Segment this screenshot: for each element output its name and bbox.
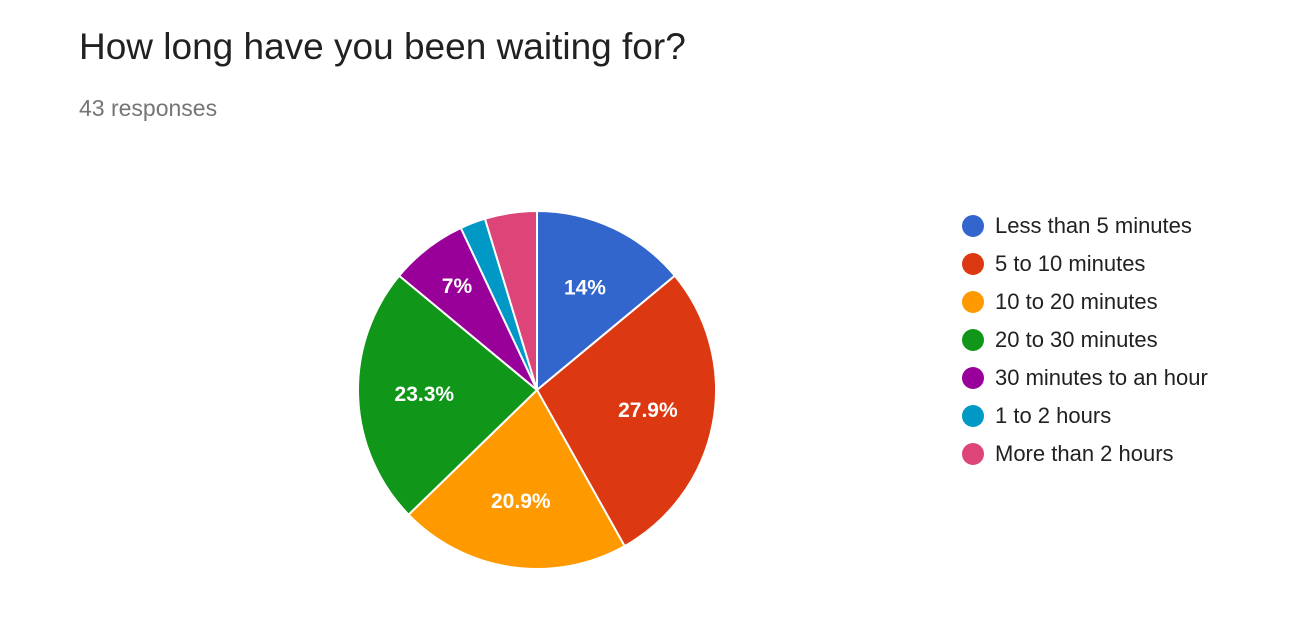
pie-data-label-30-minutes-to-an-hour: 7% xyxy=(442,275,473,298)
pie-data-label-20-to-30-minutes: 23.3% xyxy=(395,383,455,406)
legend-label: 5 to 10 minutes xyxy=(995,251,1146,276)
legend-label: 10 to 20 minutes xyxy=(995,289,1158,314)
response-count: 43 responses xyxy=(79,95,218,121)
legend-item-20-to-30-minutes: 20 to 30 minutes xyxy=(962,321,1208,359)
chart-title: How long have you been waiting for? xyxy=(79,26,686,67)
pie-data-label-10-to-20-minutes: 20.9% xyxy=(491,490,551,513)
pie-chart: 14% 27.9% 20.9% 23.3% 7% xyxy=(357,210,717,570)
legend-label: 30 minutes to an hour xyxy=(995,365,1208,390)
pie-slice-20-to-30-minutes xyxy=(357,274,538,516)
legend-swatch xyxy=(962,367,984,389)
pie-slice-more-than-2-hours xyxy=(483,210,538,391)
legend-swatch xyxy=(962,215,984,237)
pie-slice-10-to-20-minutes xyxy=(407,389,626,570)
legend-label: More than 2 hours xyxy=(995,441,1174,466)
legend-label: 20 to 30 minutes xyxy=(995,327,1158,352)
legend-swatch xyxy=(962,443,984,465)
legend-item-30-minutes-to-an-hour: 30 minutes to an hour xyxy=(962,359,1208,397)
legend-label: Less than 5 minutes xyxy=(995,213,1192,238)
pie-slice-5-to-10-minutes xyxy=(536,274,717,548)
pie-slice-less-than-5-minutes xyxy=(536,210,676,391)
pie-data-label-less-than-5-minutes: 14% xyxy=(564,276,606,299)
legend-item-1-to-2-hours: 1 to 2 hours xyxy=(962,397,1208,435)
legend-swatch xyxy=(962,291,984,313)
legend-item-more-than-2-hours: More than 2 hours xyxy=(962,435,1208,473)
chart-legend: Less than 5 minutes 5 to 10 minutes 10 to … xyxy=(962,207,1208,473)
legend-item-10-to-20-minutes: 10 to 20 minutes xyxy=(962,283,1208,321)
legend-item-less-than-5-minutes: Less than 5 minutes xyxy=(962,207,1208,245)
legend-swatch xyxy=(962,329,984,351)
legend-swatch xyxy=(962,405,984,427)
legend-label: 1 to 2 hours xyxy=(995,403,1112,428)
pie-data-label-5-to-10-minutes: 27.9% xyxy=(618,399,678,422)
legend-swatch xyxy=(962,253,984,275)
legend-item-5-to-10-minutes: 5 to 10 minutes xyxy=(962,245,1208,283)
